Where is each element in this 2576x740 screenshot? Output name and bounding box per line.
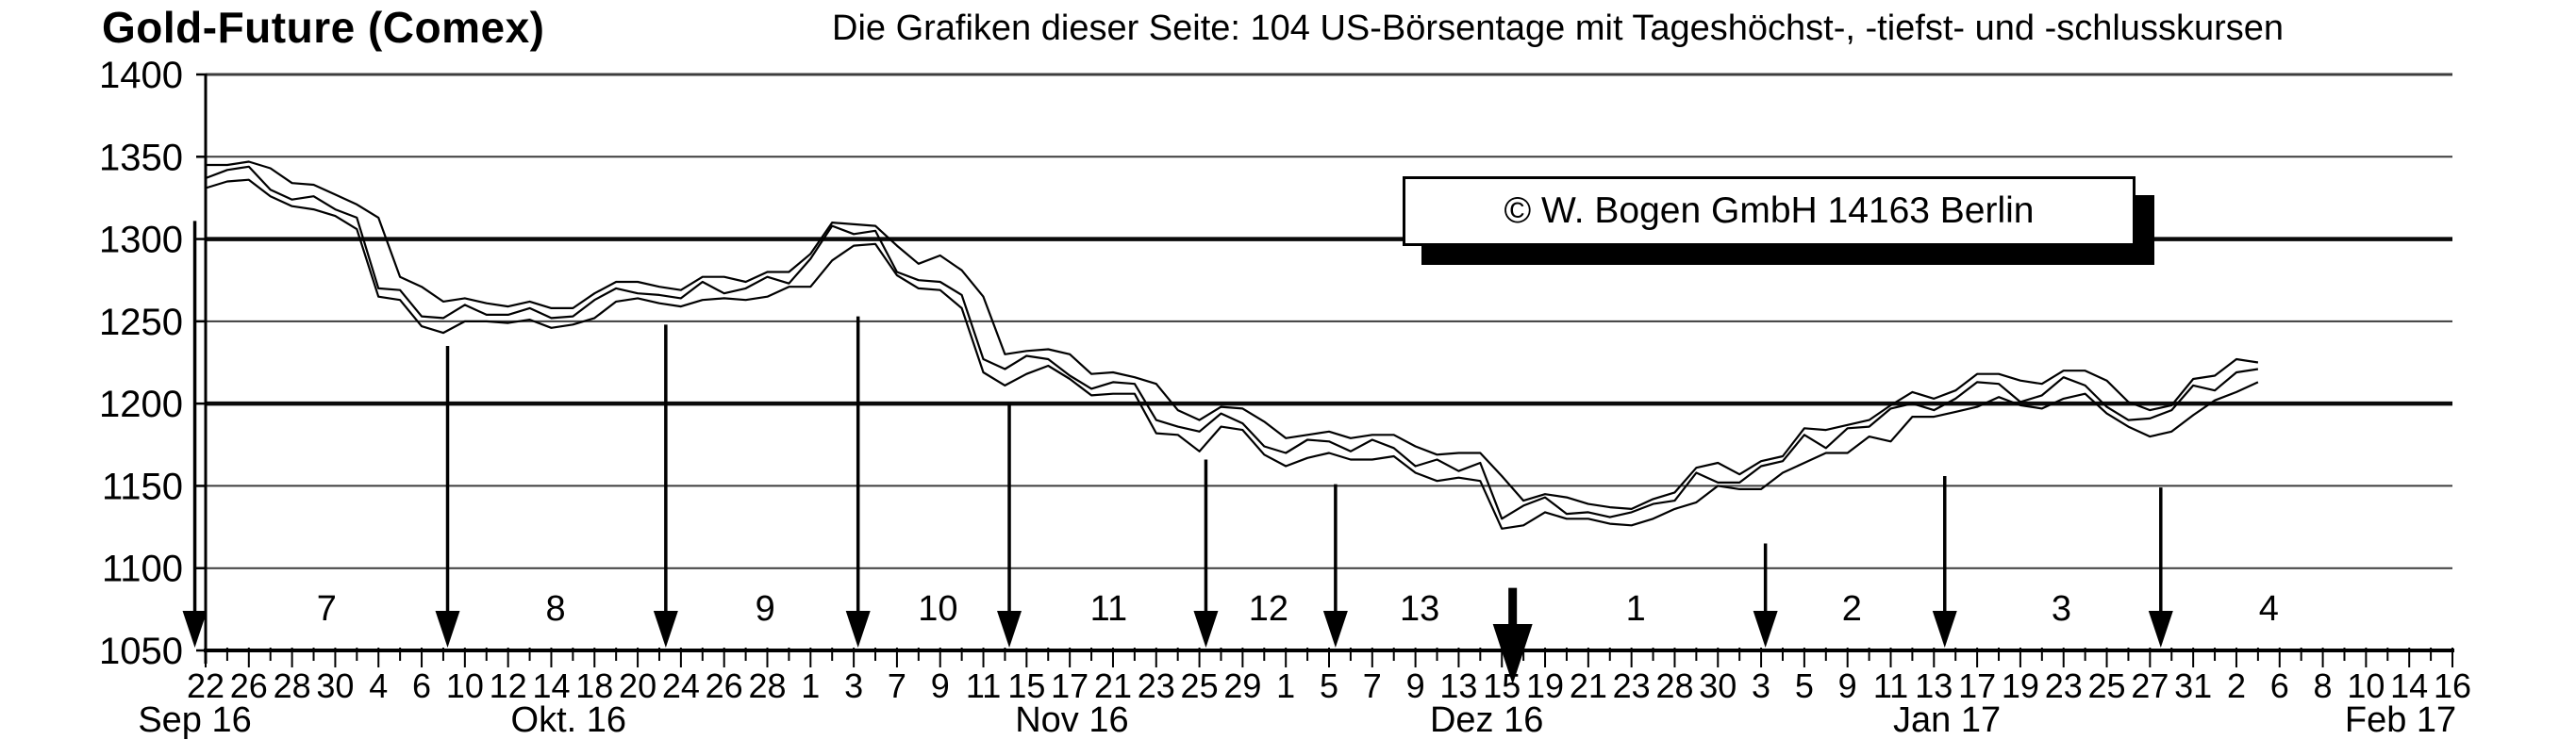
x-tick-label: 29: [1223, 666, 1261, 705]
x-tick-label: 16: [2434, 666, 2471, 705]
x-tick-label: 6: [2270, 666, 2289, 705]
y-axis-label: 1250: [99, 302, 183, 343]
x-tick-label: 23: [1138, 666, 1175, 705]
y-axis-label: 1350: [99, 137, 183, 178]
copyright-box: © W. Bogen GmbH 14163 Berlin: [1403, 176, 2136, 246]
x-tick-label: 21: [1094, 666, 1132, 705]
x-tick-label: 19: [1526, 666, 1564, 705]
x-tick-label: 1: [1276, 666, 1295, 705]
cycle-low-arrow-big-head: [1492, 624, 1533, 684]
cycle-low-arrow-head: [2148, 611, 2173, 648]
cycle-number-label: 9: [756, 589, 775, 629]
x-tick-label: 25: [1181, 666, 1219, 705]
cycle-low-arrow-head: [1932, 611, 1957, 648]
cycle-number-label: 4: [2259, 589, 2279, 629]
x-tick-label: 9: [1406, 666, 1425, 705]
cycle-number-label: 3: [2052, 589, 2071, 629]
cycle-number-label: 1: [1626, 589, 1646, 629]
month-label: Nov 16: [1015, 700, 1128, 740]
x-tick-label: 20: [619, 666, 656, 705]
copyright-text: © W. Bogen GmbH 14163 Berlin: [1504, 190, 2035, 231]
x-tick-label: 28: [748, 666, 786, 705]
cycle-low-arrow-head: [997, 611, 1022, 648]
x-tick-label: 19: [2002, 666, 2039, 705]
cycle-low-arrow-head: [1753, 611, 1778, 648]
x-tick-label: 31: [2174, 666, 2212, 705]
x-tick-label: 17: [1958, 666, 1996, 705]
x-tick-label: 23: [2045, 666, 2083, 705]
x-tick-label: 2: [2227, 666, 2246, 705]
x-tick-label: 7: [888, 666, 906, 705]
cycle-number-label: 10: [918, 589, 957, 629]
chart-subtitle: Die Grafiken dieser Seite: 104 US-Börsen…: [832, 8, 2284, 48]
x-tick-label: 6: [412, 666, 431, 705]
cycle-low-arrow-head: [1322, 611, 1348, 648]
cycle-low-arrow-head: [1193, 611, 1219, 648]
x-tick-label: 14: [2390, 666, 2428, 705]
x-tick-label: 27: [2131, 666, 2169, 705]
cycle-number-label: 13: [1400, 589, 1439, 629]
cycle-low-arrow-head: [182, 611, 208, 648]
x-tick-label: 30: [1699, 666, 1737, 705]
x-tick-label: 3: [1752, 666, 1770, 705]
x-tick-label: 28: [1655, 666, 1693, 705]
price-high-line: [206, 160, 2259, 511]
page-title: Gold-Future (Comex): [102, 3, 545, 52]
x-tick-label: 5: [1320, 666, 1338, 705]
x-tick-label: 28: [274, 666, 311, 705]
x-tick-label: 14: [532, 666, 570, 705]
x-tick-label: 9: [931, 666, 950, 705]
x-tick-label: 18: [575, 666, 613, 705]
cycle-number-label: 12: [1249, 589, 1288, 629]
x-tick-label: 9: [1838, 666, 1857, 705]
price-close-line: [205, 165, 2259, 520]
cycle-number-label: 8: [545, 589, 565, 629]
x-tick-label: 26: [706, 666, 743, 705]
cycle-low-arrow-head: [653, 611, 678, 648]
x-tick-label: 13: [1915, 666, 1953, 705]
month-label: Sep 16: [138, 700, 251, 740]
x-tick-label: 11: [1873, 666, 1908, 705]
cycle-number-label: 7: [317, 589, 337, 629]
x-tick-label: 13: [1439, 666, 1477, 705]
x-tick-label: 22: [187, 666, 224, 705]
cycle-number-label: 2: [1842, 589, 1862, 629]
month-label: Okt. 16: [511, 700, 627, 740]
x-tick-label: 15: [1007, 666, 1045, 705]
x-tick-label: 1: [801, 666, 820, 705]
month-label: Dez 16: [1430, 700, 1543, 740]
cycle-low-arrow-head: [845, 611, 871, 648]
x-tick-label: 30: [316, 666, 354, 705]
x-tick-label: 10: [2347, 666, 2385, 705]
x-tick-label: 21: [1570, 666, 1607, 705]
month-label: Feb 17: [2345, 700, 2456, 740]
cycle-number-label: 11: [1090, 589, 1127, 629]
x-tick-label: 5: [1795, 666, 1814, 705]
x-tick-label: 26: [230, 666, 268, 705]
y-axis-label: 1150: [102, 466, 183, 507]
y-axis-label: 1100: [102, 549, 183, 590]
x-tick-label: 11: [966, 666, 1001, 705]
x-tick-label: 17: [1051, 666, 1089, 705]
x-tick-label: 12: [490, 666, 527, 705]
y-axis-label: 1400: [99, 55, 183, 96]
y-axis-label: 1050: [99, 631, 183, 672]
x-tick-label: 8: [2314, 666, 2333, 705]
x-tick-label: 23: [1613, 666, 1651, 705]
x-tick-label: 4: [369, 666, 388, 705]
x-tick-label: 10: [446, 666, 484, 705]
y-axis-label: 1200: [99, 384, 183, 425]
x-tick-label: 25: [2088, 666, 2126, 705]
y-axis-label: 1300: [99, 220, 183, 261]
price-low-line: [205, 178, 2259, 530]
x-tick-label: 3: [844, 666, 863, 705]
x-tick-label: 24: [662, 666, 700, 705]
x-tick-label: 7: [1363, 666, 1382, 705]
cycle-low-arrow-head: [435, 611, 460, 648]
month-label: Jan 17: [1893, 700, 2001, 740]
